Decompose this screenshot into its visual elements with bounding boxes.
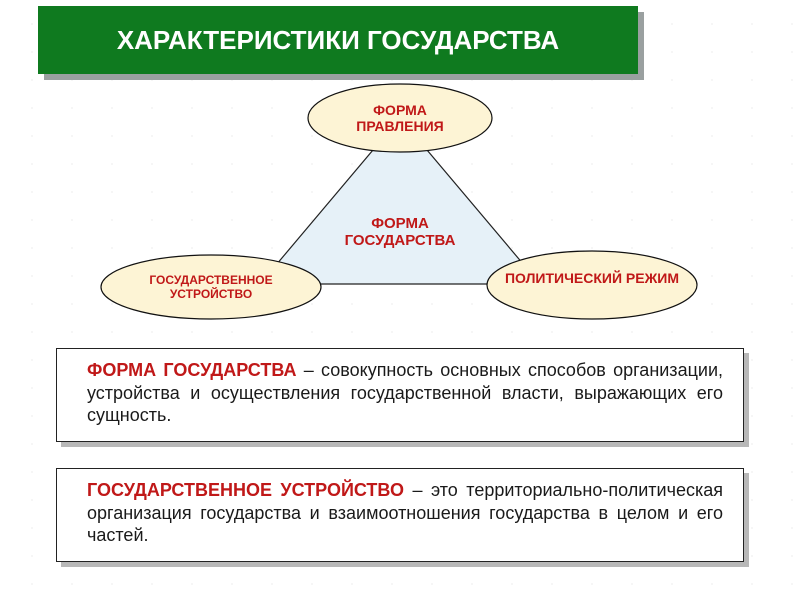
definition-term: ГОСУДАРСТВЕННОЕ УСТРОЙСТВО	[87, 480, 404, 500]
title-text: ХАРАКТЕРИСТИКИ ГОСУДАРСТВА	[38, 6, 638, 74]
definition-box: ФОРМА ГОСУДАРСТВА – совокупность основны…	[56, 348, 744, 442]
definition-box: ГОСУДАРСТВЕННОЕ УСТРОЙСТВО – это террито…	[56, 468, 744, 562]
title-banner: ХАРАКТЕРИСТИКИ ГОСУДАРСТВА	[38, 6, 638, 74]
triangle-form-of-state	[260, 118, 540, 284]
definition-state-structure: ГОСУДАРСТВЕННОЕ УСТРОЙСТВО – это террито…	[56, 468, 744, 562]
ellipse-label-right: ПОЛИТИЧЕСКИЙ РЕЖИМ	[504, 270, 680, 286]
ellipse-label-left: ГОСУДАРСТВЕННОЕ УСТРОЙСТВО	[118, 273, 304, 301]
ellipse-label-top: ФОРМА ПРАВЛЕНИЯ	[330, 102, 470, 134]
triangle-label: ФОРМА ГОСУДАРСТВА	[330, 215, 470, 249]
ellipse-top	[308, 84, 492, 152]
definition-term: ФОРМА ГОСУДАРСТВА	[87, 360, 296, 380]
ellipse-left	[101, 255, 321, 319]
ellipse-right	[487, 251, 697, 319]
definition-form-of-state: ФОРМА ГОСУДАРСТВА – совокупность основны…	[56, 348, 744, 442]
